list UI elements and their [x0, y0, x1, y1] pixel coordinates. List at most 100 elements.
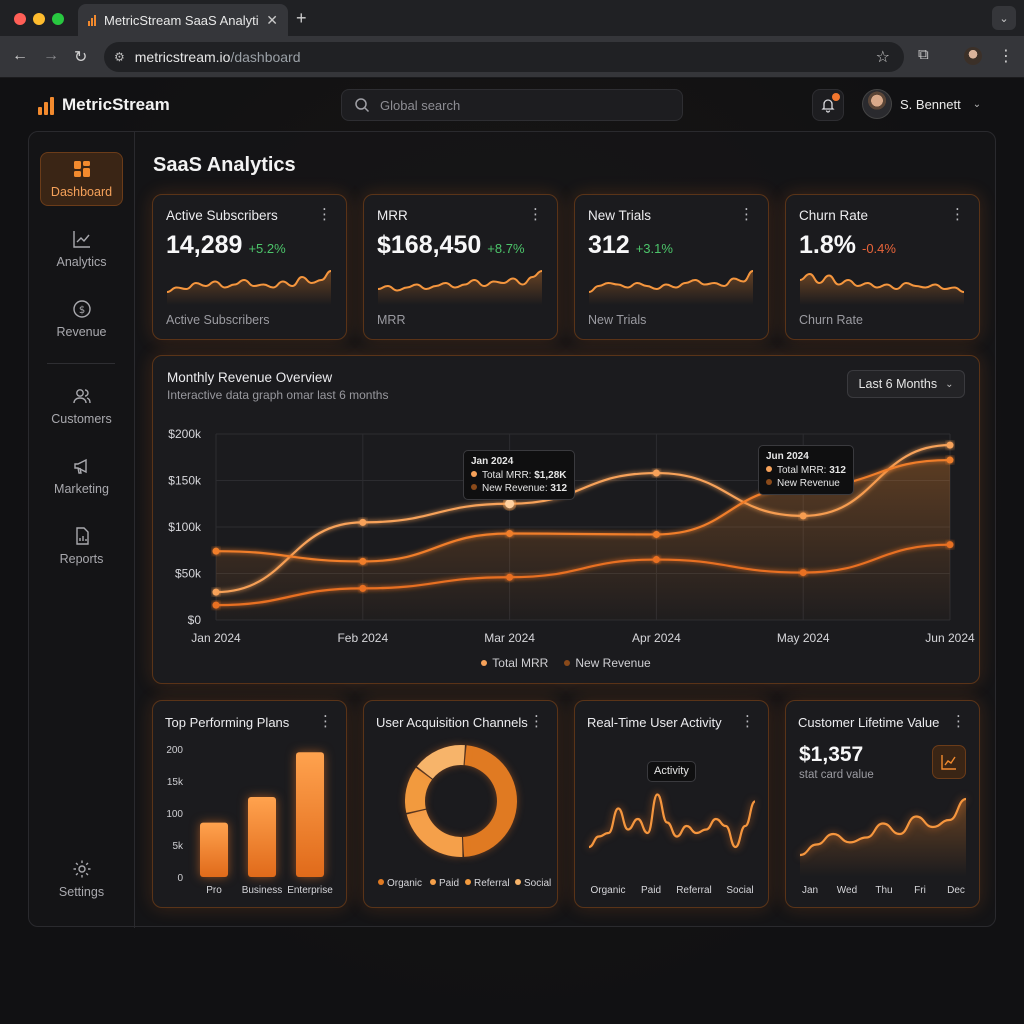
revenue-line-chart[interactable]: $0 $50k $100k $150k $200k Jan 2024 Feb 2024 Mar…	[153, 356, 981, 656]
kpi-title: New Trials	[588, 208, 652, 223]
kpi-number: 14,289	[166, 231, 243, 259]
browser-profile-avatar[interactable]	[964, 47, 982, 65]
sidebar-item-reports[interactable]: Reports	[40, 519, 123, 573]
forward-icon[interactable]: →	[43, 47, 59, 64]
tooltip-value: 312	[550, 483, 568, 494]
legend-item[interactable]: Total MRR	[481, 656, 548, 670]
search-input[interactable]	[380, 97, 660, 113]
minimize-window-button[interactable]	[33, 13, 45, 25]
sparkline-chart	[377, 270, 543, 305]
user-menu[interactable]: S. Bennett ⌄	[862, 89, 981, 119]
legend-label: Paid	[439, 878, 459, 889]
tooltip-value: 312	[829, 465, 846, 476]
site-settings-icon[interactable]: ⚙	[114, 50, 125, 64]
x-tick-label: Paid	[641, 885, 661, 896]
close-window-button[interactable]	[14, 13, 26, 25]
sidebar-item-marketing[interactable]: Marketing	[40, 449, 123, 503]
sparkline-area	[378, 271, 542, 305]
x-tick-label: Apr 2024	[632, 631, 681, 645]
sidebar-item-label: Marketing	[54, 482, 109, 496]
date-range-value: Last 6 Months	[858, 377, 938, 391]
chevron-down-icon: ⌄	[972, 98, 982, 110]
kpi-caption: Churn Rate	[799, 313, 863, 327]
card-title: User Acquisition Channels	[376, 715, 528, 730]
sidebar-item-label: Analytics	[56, 255, 107, 269]
sidebar-item-label: Customers	[51, 412, 112, 426]
extensions-icon[interactable]: ⧉	[918, 46, 929, 63]
close-tab-icon[interactable]: ✕	[266, 11, 278, 28]
sparkline-line	[377, 270, 543, 292]
url-host: metricstream.io	[134, 49, 231, 65]
kpi-number: 1.8%	[799, 231, 856, 259]
legend-item[interactable]: New Revenue	[564, 656, 651, 670]
date-range-select[interactable]: Last 6 Months ⌄	[847, 370, 965, 398]
legend-dot	[515, 879, 521, 885]
x-tick-label: Mar 2024	[484, 631, 535, 645]
legend-label: Total MRR	[492, 656, 549, 670]
notifications-button[interactable]	[812, 89, 844, 121]
more-menu-icon[interactable]: ⋮	[740, 713, 755, 730]
brand-logo[interactable]: MetricStream	[38, 95, 170, 115]
bookmark-star-icon[interactable]: ☆	[875, 49, 890, 66]
kpi-card[interactable]: MRR ⋮ $168,450 +8.7% MRR	[363, 194, 558, 340]
dashboard-icon	[73, 161, 90, 177]
bar	[296, 752, 324, 877]
more-menu-icon[interactable]: ⋮	[950, 206, 965, 223]
browser-toolbar: ← → ↻ ⚙ metricstream.io/dashboard ☆ ⧉ ⋮	[0, 36, 1024, 78]
browser-menu-icon[interactable]: ⋮	[998, 48, 1014, 65]
plans-bar-chart[interactable]: 0 5k 100 15k 200 Pro Business Enterprise	[153, 701, 348, 909]
reload-icon[interactable]: ↻	[74, 49, 88, 66]
legend-dot	[430, 879, 436, 885]
more-menu-icon[interactable]: ⋮	[529, 713, 544, 730]
more-menu-icon[interactable]: ⋮	[739, 206, 754, 223]
users-icon	[72, 389, 91, 404]
more-menu-icon[interactable]: ⋮	[318, 713, 333, 730]
more-menu-icon[interactable]: ⋮	[951, 713, 966, 730]
channels-donut-chart[interactable]: Organic Paid Referral Social	[364, 701, 559, 909]
kpi-value: 1.8% -0.4%	[799, 231, 896, 260]
ltv-area-chart[interactable]: Jan Wed Thu Fri Dec	[786, 701, 981, 909]
maximize-window-button[interactable]	[52, 13, 64, 25]
y-tick-label: $100k	[168, 520, 202, 534]
kpi-card[interactable]: Active Subscribers ⋮ 14,289 +5.2% Active …	[152, 194, 347, 340]
revenue-overview-card: Monthly Revenue Overview Interactive dat…	[152, 355, 980, 684]
tab-title: MetricStream SaaS Analytics	[104, 12, 259, 28]
tooltip-month: Jan 2024	[471, 456, 514, 467]
back-icon[interactable]: ←	[12, 47, 28, 64]
tooltip-month: Jun 2024	[766, 451, 809, 462]
more-menu-icon[interactable]: ⋮	[317, 206, 332, 223]
x-tick-label: Referral	[676, 885, 712, 896]
kpi-card[interactable]: New Trials ⋮ 312 +3.1% New Trials	[574, 194, 769, 340]
x-tick-label: Feb 2024	[337, 631, 388, 645]
more-menu-icon[interactable]: ⋮	[528, 206, 543, 223]
global-search[interactable]	[341, 89, 683, 121]
sidebar-item-revenue[interactable]: $ Revenue	[40, 292, 123, 346]
kpi-card[interactable]: Churn Rate ⋮ 1.8% -0.4% Churn Rate	[785, 194, 980, 340]
notification-badge	[832, 93, 840, 101]
x-tick-label: May 2024	[777, 631, 830, 645]
x-tick-label: Social	[726, 885, 753, 896]
sidebar-item-settings[interactable]: Settings	[40, 852, 123, 906]
sparkline-chart	[799, 272, 965, 305]
sidebar-item-dashboard[interactable]: Dashboard	[40, 152, 123, 206]
ltv-line	[799, 797, 967, 857]
data-point	[652, 530, 660, 538]
activity-line	[588, 793, 756, 849]
trend-badge[interactable]	[932, 745, 966, 779]
sparkline-area	[167, 271, 331, 305]
analytics-icon	[72, 231, 90, 248]
kpi-delta: -0.4%	[861, 241, 896, 256]
browser-tab[interactable]: MetricStream SaaS Analytics ✕	[78, 4, 288, 36]
sidebar-item-analytics[interactable]: Analytics	[40, 222, 123, 276]
activity-line-chart[interactable]: Organic Paid Referral Social	[575, 701, 770, 909]
sparkline-chart	[166, 270, 332, 305]
address-bar[interactable]: ⚙ metricstream.io/dashboard ☆	[104, 42, 904, 72]
kpi-title: MRR	[377, 208, 408, 223]
data-point	[652, 469, 660, 477]
sidebar-item-customers[interactable]: Customers	[40, 379, 123, 433]
new-tab-icon[interactable]: +	[296, 8, 307, 28]
activity-annotation: Activity	[647, 761, 696, 782]
bar	[200, 822, 228, 877]
tab-search-icon[interactable]: ⌄	[992, 6, 1016, 30]
y-tick-label: 0	[177, 873, 183, 884]
